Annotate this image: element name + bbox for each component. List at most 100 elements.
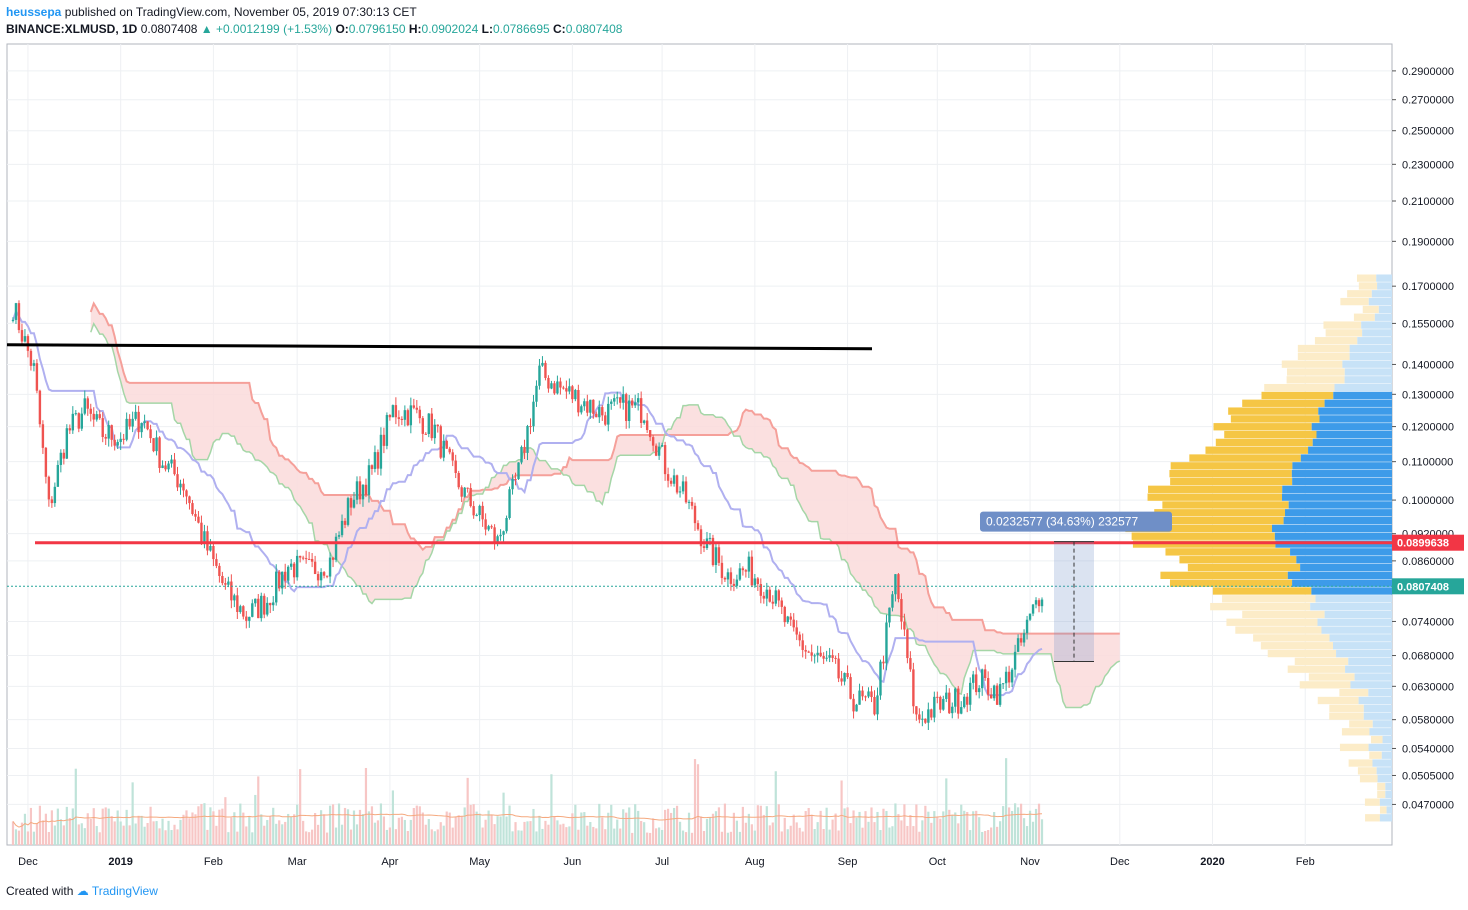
volume-profile-bar [1297,352,1350,361]
candle-body [918,714,921,720]
volume-bar [337,803,341,845]
y-tick-label: 0.2100000 [1402,196,1454,208]
candle-body [983,669,987,679]
volume-profile-bar [1212,587,1312,595]
candle-body [888,607,891,623]
volume-profile-bar [1281,360,1343,368]
volume-bar [538,815,541,845]
tradingview-brand[interactable]: TradingView [91,884,158,898]
y-tick-label: 0.1000000 [1402,495,1454,507]
volume-bar [861,827,864,845]
x-tick-label: Jun [563,856,581,868]
volume-bar [822,829,825,845]
volume-profile-bar [1311,423,1392,431]
volume-bar [963,810,966,845]
volume-bar [460,816,463,845]
open-label: O: [335,22,349,36]
volume-bar [532,808,535,845]
candle-body [352,499,356,508]
candle-body [367,465,371,495]
candle-body [107,425,110,439]
volume-profile-bar [1286,368,1345,376]
volume-bar [122,825,125,845]
candle-body [179,483,182,488]
volume-profile-bar [1308,673,1355,681]
volume-bar [753,830,756,845]
candle-body [738,568,742,580]
volume-bar [1013,803,1017,845]
candle-body [998,684,1002,705]
volume-bar [672,807,676,845]
volume-bar [164,830,167,845]
volume-bar [257,776,260,845]
candle-body [1001,683,1005,685]
volume-bar [143,826,146,845]
volume-profile-bar [1377,282,1392,290]
candle-body [191,503,194,514]
volume-bar [493,824,496,845]
candle-body [1013,651,1017,670]
volume-bar [663,809,667,845]
volume-profile-bar [1226,618,1318,626]
x-tick-label: Jul [655,856,669,868]
volume-bar [864,811,867,845]
candle-body [924,718,927,723]
author-name[interactable]: heussepa [6,5,62,19]
volume-bar [786,829,789,845]
candle-body [544,362,547,378]
volume-bar [158,828,161,845]
candle-body [245,616,248,621]
y-tick-label: 0.0470000 [1402,799,1454,811]
volume-bar [140,815,143,845]
candle-body [553,383,556,394]
volume-bar [813,829,816,845]
volume-bar [430,829,433,845]
volume-bar [239,803,242,845]
volume-bar [999,821,1002,845]
volume-bar [475,811,478,845]
x-tick-label: Dec [18,856,38,868]
candle-body [1037,600,1041,607]
y-tick-label: 0.1300000 [1402,389,1454,401]
candle-body [912,669,915,707]
volume-profile-bar [1272,524,1392,533]
candle-body [415,407,419,410]
volume-bars [11,758,1044,845]
volume-bar [547,824,550,845]
volume-bar [418,806,421,845]
volume-bar [535,831,538,845]
candle-body [648,430,652,438]
volume-bar [684,832,688,845]
volume-bar [984,830,987,845]
tradingview-logo-icon[interactable]: ☁ [76,884,89,898]
volume-profile-bar [1368,689,1392,697]
volume-bar [574,804,577,845]
volume-profile-bar [1317,696,1359,705]
volume-bar [505,816,508,845]
volume-bar [978,817,981,845]
candle-body [224,583,227,585]
volume-bar [577,829,580,845]
candle-body [454,460,457,474]
candle-body [391,405,395,418]
volume-bar [95,826,98,845]
x-tick-label: 2020 [1200,856,1224,868]
candle-body [577,390,580,413]
volume-bar [738,831,741,845]
candle-body [825,657,828,659]
candle-body [29,350,33,366]
volume-bar [197,806,200,845]
candle-body [382,434,386,446]
candle-body [260,595,263,619]
candle-body [613,398,616,402]
candle-body [281,571,284,589]
candle-body [526,426,529,453]
volume-profile-bar [1148,485,1283,493]
volume-bar [149,806,152,845]
candle-body [717,547,721,563]
volume-bar [699,816,703,845]
volume-bar [1010,810,1014,845]
volume-bar [975,810,978,845]
volume-bar [299,769,302,845]
